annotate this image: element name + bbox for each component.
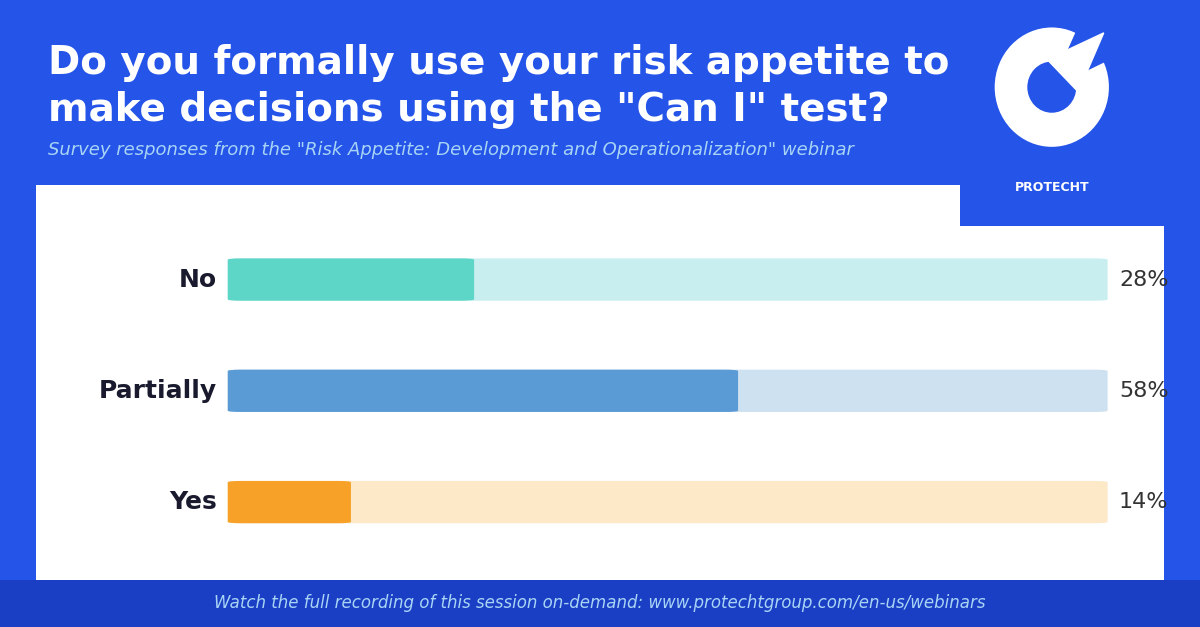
Text: make decisions using the "Can I" test?: make decisions using the "Can I" test? bbox=[48, 91, 889, 129]
Text: 58%: 58% bbox=[1118, 381, 1169, 401]
Text: Partially: Partially bbox=[98, 379, 216, 403]
Text: Yes: Yes bbox=[169, 490, 216, 514]
Polygon shape bbox=[1048, 33, 1104, 92]
Text: 14%: 14% bbox=[1118, 492, 1169, 512]
FancyBboxPatch shape bbox=[228, 370, 738, 412]
Text: Do you formally use your risk appetite to: Do you formally use your risk appetite t… bbox=[48, 44, 949, 82]
Text: Watch the full recording of this session on-demand: www.protechtgroup.com/en-us/: Watch the full recording of this session… bbox=[215, 594, 985, 613]
Circle shape bbox=[995, 28, 1109, 147]
Text: Survey responses from the "Risk Appetite: Development and Operationalization" we: Survey responses from the "Risk Appetite… bbox=[48, 141, 854, 159]
FancyBboxPatch shape bbox=[228, 258, 474, 301]
Polygon shape bbox=[1051, 23, 1112, 87]
FancyBboxPatch shape bbox=[228, 258, 1108, 301]
FancyBboxPatch shape bbox=[228, 481, 1108, 523]
Text: PROTECHT: PROTECHT bbox=[1014, 181, 1090, 194]
Circle shape bbox=[1027, 61, 1076, 113]
Text: No: No bbox=[179, 268, 216, 292]
FancyBboxPatch shape bbox=[228, 481, 350, 523]
Text: 28%: 28% bbox=[1118, 270, 1169, 290]
FancyBboxPatch shape bbox=[228, 370, 1108, 412]
